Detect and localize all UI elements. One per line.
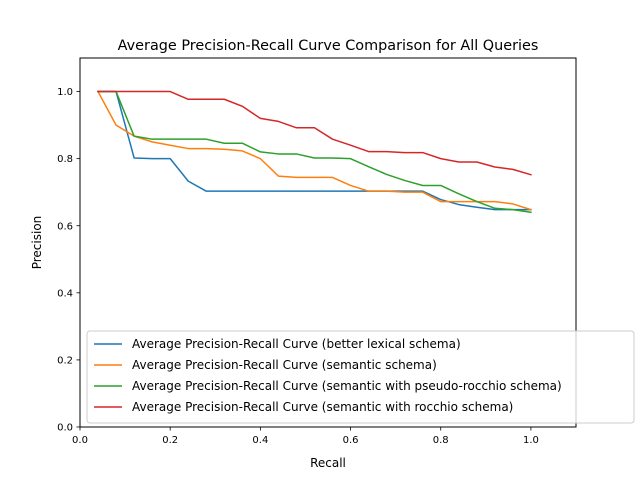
x-axis-ticks: 0.0 0.2 0.4 0.6 0.8 1.0	[72, 427, 539, 446]
y-axis-label: Precision	[30, 216, 44, 270]
x-tick-label: 0.4	[252, 435, 268, 446]
legend-box	[86, 330, 635, 424]
series-line-2	[97, 90, 532, 211]
legend-entry-2: Average Precision-Recall Curve (semantic…	[132, 358, 437, 372]
chart-title: Average Precision-Recall Curve Compariso…	[118, 38, 539, 54]
y-tick-label: 1.0	[57, 87, 73, 98]
y-tick-label: 0.8	[57, 154, 73, 165]
y-tick-label: 0.6	[57, 221, 73, 232]
legend-entry-3: Average Precision-Recall Curve (semantic…	[132, 379, 562, 393]
y-tick-label: 0.4	[57, 288, 73, 299]
y-tick-label: 0.2	[57, 356, 73, 367]
x-tick-label: 0.6	[343, 435, 359, 446]
series-line-1	[97, 90, 532, 211]
legend: Average Precision-Recall Curve (better l…	[86, 330, 635, 424]
x-tick-label: 0.8	[433, 435, 449, 446]
legend-entry-4: Average Precision-Recall Curve (semantic…	[132, 400, 513, 414]
series-line-3	[97, 90, 532, 214]
x-tick-label: 1.0	[523, 435, 539, 446]
series-line-4	[97, 90, 532, 176]
x-axis-label: Recall	[310, 456, 346, 470]
x-tick-label: 0.0	[72, 435, 88, 446]
axes-frame	[79, 57, 577, 428]
series-layer	[97, 90, 532, 214]
x-tick-label: 0.2	[162, 435, 178, 446]
y-axis-ticks: 0.0 0.2 0.4 0.6 0.8 1.0	[57, 87, 80, 434]
y-tick-label: 0.0	[57, 423, 73, 434]
legend-entry-1: Average Precision-Recall Curve (better l…	[132, 337, 461, 351]
plot-area	[79, 57, 577, 428]
